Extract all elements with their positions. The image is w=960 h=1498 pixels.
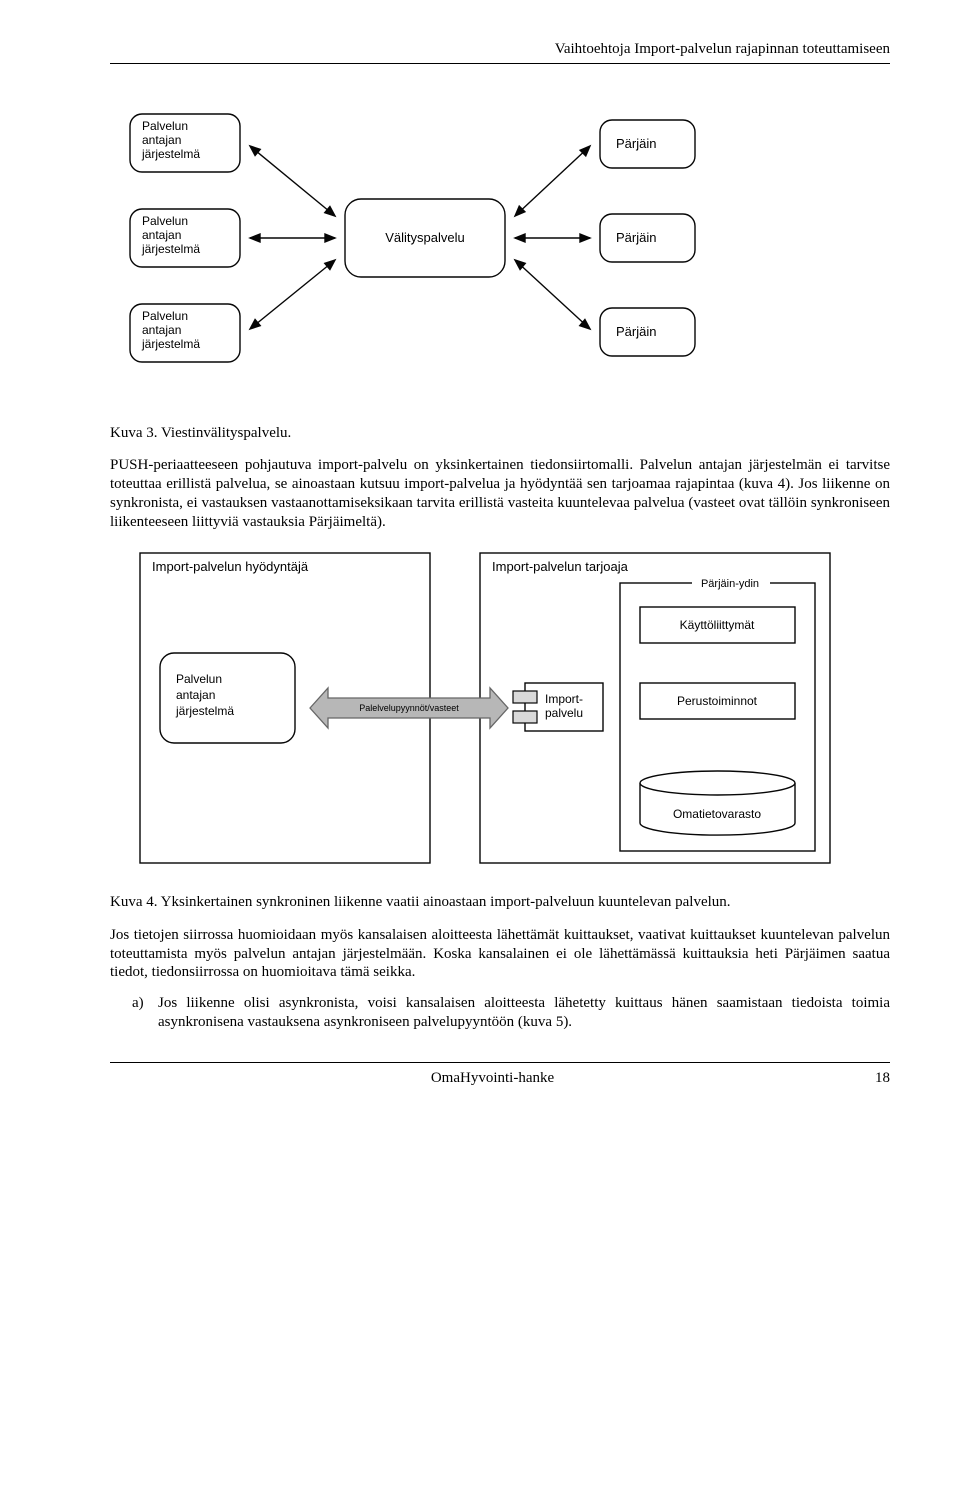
header-rule	[110, 63, 890, 64]
svg-text:järjestelmä: järjestelmä	[141, 242, 200, 256]
diagram-import: Import-palvelun hyödyntäjä Import-palvel…	[130, 543, 850, 873]
svg-text:järjestelmä: järjestelmä	[141, 147, 200, 161]
caption-fig3: Kuva 3. Viestinvälityspalvelu.	[110, 424, 890, 443]
list-body: Jos liikenne olisi asynkronista, voisi k…	[158, 994, 890, 1032]
svg-text:Pärjäin: Pärjäin	[616, 230, 656, 245]
svg-text:Pärjäin: Pärjäin	[616, 324, 656, 339]
list-marker: a)	[132, 994, 158, 1032]
footer-rule	[110, 1062, 890, 1063]
svg-text:Palvelun: Palvelun	[142, 309, 188, 323]
svg-text:antajan: antajan	[176, 688, 215, 702]
svg-text:Välityspalvelu: Välityspalvelu	[385, 230, 465, 245]
svg-text:Perustoiminnot: Perustoiminnot	[677, 694, 758, 708]
svg-text:Import-palvelun hyödyntäjä: Import-palvelun hyödyntäjä	[152, 559, 309, 574]
caption-fig4: Kuva 4. Yksinkertainen synkroninen liike…	[110, 893, 890, 912]
footer: OmaHyvointi-hanke 18	[110, 1069, 890, 1088]
svg-text:Pärjäin-ydin: Pärjäin-ydin	[701, 578, 759, 590]
header-title: Vaihtoehtoja Import-palvelun rajapinnan …	[110, 40, 890, 59]
svg-text:antajan: antajan	[142, 133, 181, 147]
paragraph-2: Jos tietojen siirrossa huomioidaan myös …	[110, 926, 890, 982]
svg-text:antajan: antajan	[142, 228, 181, 242]
svg-text:antajan: antajan	[142, 323, 181, 337]
diagram-routing: Palvelun antajan järjestelmä Palvelun an…	[110, 104, 750, 404]
svg-text:järjestelmä: järjestelmä	[141, 337, 200, 351]
svg-text:palvelu: palvelu	[545, 706, 583, 720]
paragraph-1: PUSH-periaatteeseen pohjautuva import-pa…	[110, 456, 890, 531]
svg-text:Import-palvelun tarjoaja: Import-palvelun tarjoaja	[492, 559, 629, 574]
svg-text:Palvelun: Palvelun	[176, 672, 222, 686]
svg-text:järjestelmä: järjestelmä	[175, 704, 234, 718]
svg-text:Käyttöliittymät: Käyttöliittymät	[680, 618, 755, 632]
list-item-a: a) Jos liikenne olisi asynkronista, vois…	[132, 994, 890, 1032]
svg-text:Omatietovarasto: Omatietovarasto	[673, 807, 761, 821]
svg-text:Import-: Import-	[545, 692, 583, 706]
footer-page: 18	[875, 1069, 890, 1088]
svg-text:Pärjäin: Pärjäin	[616, 136, 656, 151]
svg-text:Palvelun: Palvelun	[142, 119, 188, 133]
svg-text:Palvelun: Palvelun	[142, 214, 188, 228]
svg-text:Palelvelupyynnöt/vasteet: Palelvelupyynnöt/vasteet	[359, 703, 459, 713]
footer-project: OmaHyvointi-hanke	[431, 1069, 554, 1088]
